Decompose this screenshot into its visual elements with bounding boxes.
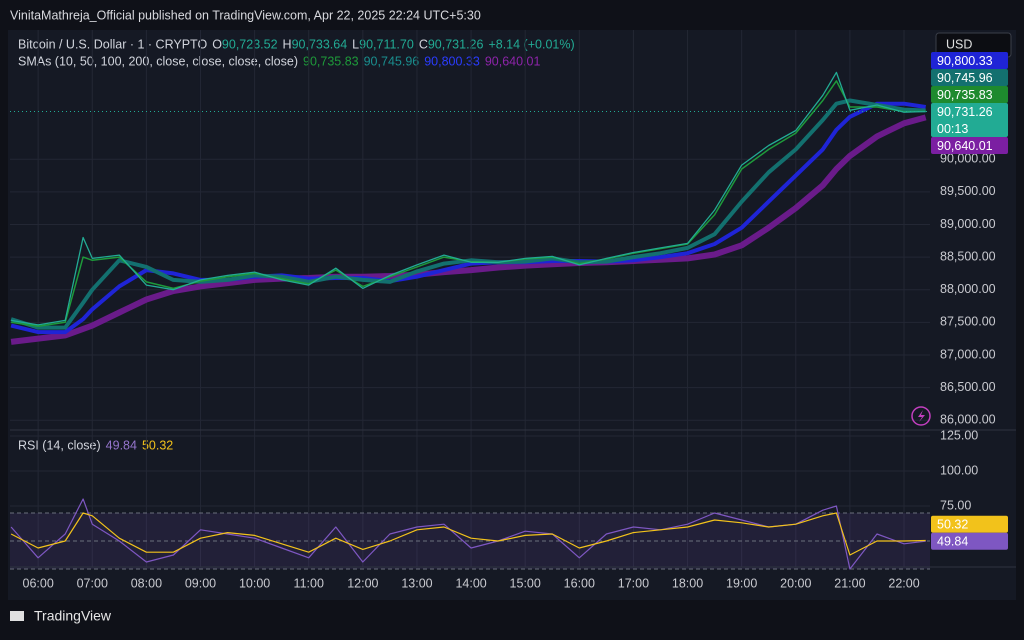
lightning-glyph <box>918 410 925 422</box>
price-tag-label: 49.84 <box>937 534 968 548</box>
x-tick-label: 15:00 <box>510 576 541 590</box>
legend: Bitcoin / U.S. Dollar · 1 · CRYPTO O 90,72… <box>18 37 575 452</box>
y-tick-label: 88,500.00 <box>940 249 996 263</box>
y-tick-label: 86,500.00 <box>940 380 996 394</box>
brand: TradingView <box>34 608 112 624</box>
sma-value: 90,800.33 <box>424 54 480 68</box>
price-tag <box>931 51 1008 69</box>
series-line <box>10 512 926 556</box>
publisher: VinitaMathreja_Official published on Tra… <box>10 8 481 22</box>
price-tag <box>931 136 1008 154</box>
x-tick-label: 12:00 <box>347 576 378 590</box>
sma-value: 90,735.83 <box>303 54 359 68</box>
y-tick-label: 90,000.00 <box>940 151 996 165</box>
price-tag-label: 90,800.33 <box>937 54 993 68</box>
x-tick-label: 16:00 <box>564 576 595 590</box>
price-tag <box>931 532 1008 550</box>
x-tick-label: 07:00 <box>77 576 108 590</box>
x-tick-label: 22:00 <box>888 576 919 590</box>
countdown: 00:13 <box>937 122 968 136</box>
price-tag <box>931 102 1008 137</box>
quote-change: +8.14 (+0.01%) <box>488 37 574 51</box>
price-tag-label: 90,640.01 <box>937 139 993 153</box>
y-tick-label: 89,500.00 <box>940 184 996 198</box>
lightning-icon[interactable] <box>911 406 931 426</box>
x-tick-label: 21:00 <box>834 576 865 590</box>
quote-key: L <box>352 37 359 51</box>
y-tick-label: 88,000.00 <box>940 282 996 296</box>
series-line <box>10 71 926 326</box>
currency[interactable]: USD <box>946 37 972 51</box>
price-tag <box>931 68 1008 86</box>
sma-value: 90,640.01 <box>485 54 541 68</box>
price-tag-label: 90,735.83 <box>937 88 993 102</box>
x-tick-label: 09:00 <box>185 576 216 590</box>
x-tick-label: 19:00 <box>726 576 757 590</box>
quote-key: C <box>419 37 428 51</box>
quote-value: 90,711.70 <box>359 37 414 51</box>
price-tag-label: 90,745.96 <box>937 71 993 85</box>
x-tick-label: 17:00 <box>618 576 649 590</box>
price-tag-label: 50.32 <box>937 517 968 531</box>
x-tick-label: 11:00 <box>294 576 324 590</box>
symbol-title: Bitcoin / U.S. Dollar · 1 · CRYPTO <box>18 37 207 51</box>
x-tick-label: 18:00 <box>672 576 703 590</box>
x-tick-label: 06:00 <box>23 576 54 590</box>
brand-logo <box>10 611 24 621</box>
rsi-value: 50.32 <box>142 438 173 452</box>
rsi-value: 49.84 <box>106 438 137 452</box>
quote-key: H <box>283 37 292 51</box>
y-tick-label: 100.00 <box>940 463 978 477</box>
series-line <box>10 101 927 335</box>
price-tag <box>931 85 1008 103</box>
quote-value: 90,731.26 <box>428 37 484 51</box>
y-tick-label: 125.00 <box>940 428 978 442</box>
rsi-band <box>10 512 930 569</box>
price-tag <box>931 515 1008 533</box>
y-tick-label: 87,500.00 <box>940 315 996 329</box>
chart-panel <box>8 30 1016 600</box>
x-tick-label: 13:00 <box>401 576 432 590</box>
quote-value: 90,733.64 <box>292 37 348 51</box>
plot: 06:00 07:00 08:00 09:00 10:00 11:00 12:00 13:00… <box>10 30 1016 590</box>
quote-value: 90,723.52 <box>222 37 278 51</box>
x-tick-label: 08:00 <box>131 576 162 590</box>
sma-value: 90,745.96 <box>364 54 420 68</box>
x-tick-label: 20:00 <box>780 576 811 590</box>
x-tick-label: 10:00 <box>239 576 270 590</box>
y-tick-label: 89,000.00 <box>940 217 996 231</box>
series-line <box>10 98 926 330</box>
series-line <box>10 80 926 327</box>
series-line <box>10 114 927 345</box>
price-tag-label: 90,731.26 <box>937 105 993 119</box>
y-tick-label: 75.00 <box>940 498 971 512</box>
quote-key: O <box>212 37 222 51</box>
rsi-title: RSI (14, close) <box>18 438 101 452</box>
y-tick-label: 87,000.00 <box>940 347 996 361</box>
sma-legend: SMAs (10, 50, 100, 200, close, close, cl… <box>18 54 298 68</box>
x-tick-label: 14:00 <box>455 576 486 590</box>
y-tick-label: 86,000.00 <box>940 413 996 427</box>
